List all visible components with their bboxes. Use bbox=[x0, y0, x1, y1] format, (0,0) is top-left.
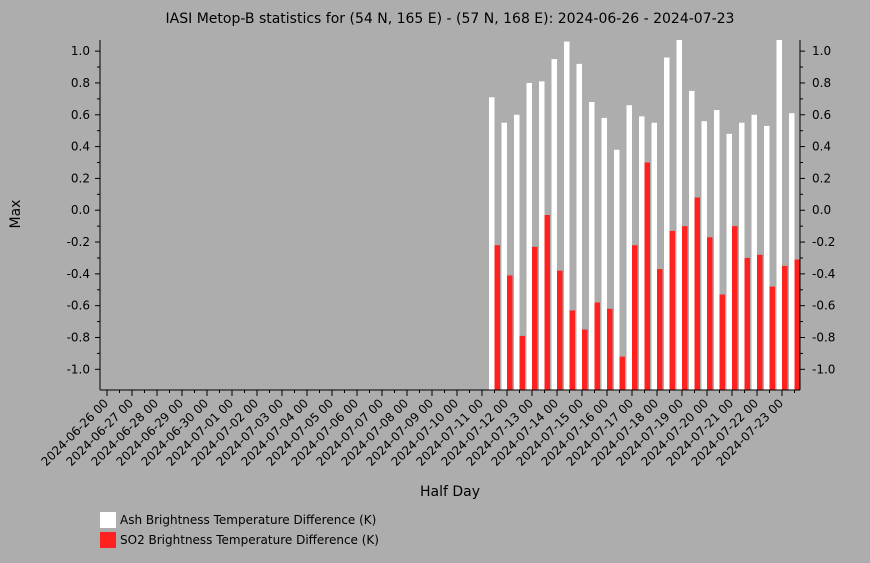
so2-bar bbox=[519, 335, 525, 390]
y-tick-label-left: 0.6 bbox=[71, 108, 90, 122]
legend-label-ash: Ash Brightness Temperature Difference (K… bbox=[120, 513, 376, 527]
ash-bar bbox=[701, 121, 707, 391]
y-tick-label-right: -0.6 bbox=[812, 299, 835, 313]
y-tick-label-left: -0.2 bbox=[67, 235, 90, 249]
ash-bar bbox=[789, 113, 795, 390]
ash-bar bbox=[776, 40, 782, 390]
ash-bar bbox=[751, 114, 757, 390]
ash-bar bbox=[714, 110, 720, 390]
ash-bar bbox=[664, 57, 670, 390]
y-tick-label-left: -1.0 bbox=[67, 362, 90, 376]
ash-bar bbox=[576, 63, 582, 390]
ash-bar bbox=[739, 122, 745, 391]
ash-bar bbox=[526, 82, 532, 391]
y-tick-label-left: -0.8 bbox=[67, 331, 90, 345]
ash-bar bbox=[676, 40, 682, 390]
y-tick-label-right: -0.4 bbox=[812, 267, 835, 281]
ash-bar bbox=[601, 117, 607, 391]
y-tick-label-right: 0.8 bbox=[812, 76, 831, 90]
ash-bar bbox=[564, 41, 570, 390]
ash-bar-group bbox=[489, 40, 795, 391]
so2-bar bbox=[569, 310, 575, 390]
so2-bar bbox=[607, 308, 613, 390]
ash-bar bbox=[539, 81, 545, 390]
y-tick-label-left: -0.6 bbox=[67, 299, 90, 313]
ash-bar bbox=[501, 122, 507, 391]
so2-bar bbox=[644, 162, 650, 390]
so2-bar bbox=[557, 270, 563, 390]
y-tick-label-right: 0.6 bbox=[812, 108, 831, 122]
y-tick-label-right: -0.8 bbox=[812, 331, 835, 345]
so2-bar bbox=[582, 329, 588, 390]
ash-bar bbox=[639, 116, 645, 390]
x-axis-label: Half Day bbox=[420, 484, 480, 500]
so2-bar bbox=[632, 245, 638, 390]
so2-bar bbox=[719, 294, 725, 390]
so2-bar bbox=[694, 197, 700, 390]
ash-bar bbox=[614, 149, 620, 390]
so2-bar bbox=[707, 237, 713, 390]
y-tick-label-left: 0.4 bbox=[71, 140, 90, 154]
so2-bar bbox=[532, 246, 538, 390]
y-ticks: -1.0 -1.0 -0.8 -0.8 -0.6 -0.6 -0.4 -0.4 -0.2 -0.2… bbox=[67, 44, 836, 376]
y-tick-label-left: -0.4 bbox=[67, 267, 90, 281]
y-tick-label-right: 0.4 bbox=[812, 140, 831, 154]
ash-bar bbox=[726, 133, 732, 390]
legend-swatch-ash bbox=[100, 512, 116, 528]
so2-bar bbox=[594, 302, 600, 390]
so2-bar bbox=[744, 257, 750, 390]
y-tick-label-right: 1.0 bbox=[812, 44, 831, 58]
plot-area: -1.0 -1.0 -0.8 -0.8 -0.6 -0.6 -0.4 -0.4 -0.2 -0.2… bbox=[38, 40, 835, 469]
ash-bar bbox=[626, 105, 632, 391]
ash-bar bbox=[651, 122, 657, 391]
so2-bar bbox=[757, 254, 763, 390]
so2-bar bbox=[657, 269, 663, 390]
so2-bar bbox=[544, 215, 550, 390]
y-tick-label-left: 1.0 bbox=[71, 44, 90, 58]
so2-bar-group bbox=[494, 162, 800, 390]
ash-bar bbox=[589, 102, 595, 390]
chart-title: IASI Metop-B statistics for (54 N, 165 E… bbox=[166, 11, 735, 27]
ash-bar bbox=[551, 59, 557, 390]
y-tick-label-right: 0.0 bbox=[812, 203, 831, 217]
so2-bar bbox=[794, 259, 800, 390]
legend-swatch-so2 bbox=[100, 532, 116, 548]
y-tick-label-right: -0.2 bbox=[812, 235, 835, 249]
ash-bar bbox=[689, 90, 695, 390]
y-tick-label-left: 0.0 bbox=[71, 203, 90, 217]
so2-bar bbox=[682, 226, 688, 390]
y-axis-label: Max bbox=[8, 200, 24, 229]
ash-bar bbox=[764, 125, 770, 390]
y-tick-label-right: -1.0 bbox=[812, 362, 835, 376]
so2-bar bbox=[619, 356, 625, 390]
so2-bar bbox=[782, 265, 788, 390]
so2-bar bbox=[507, 275, 513, 390]
y-tick-label-right: 0.2 bbox=[812, 171, 831, 185]
y-tick-label-left: 0.2 bbox=[71, 171, 90, 185]
ash-bar bbox=[514, 114, 520, 390]
so2-bar bbox=[669, 230, 675, 390]
y-tick-label-left: 0.8 bbox=[71, 76, 90, 90]
ash-bar bbox=[489, 97, 495, 390]
so2-bar bbox=[494, 245, 500, 390]
so2-bar bbox=[732, 226, 738, 390]
so2-bar bbox=[769, 286, 775, 390]
legend: Ash Brightness Temperature Difference (K… bbox=[100, 512, 379, 548]
legend-label-so2: SO2 Brightness Temperature Difference (K… bbox=[120, 533, 379, 547]
